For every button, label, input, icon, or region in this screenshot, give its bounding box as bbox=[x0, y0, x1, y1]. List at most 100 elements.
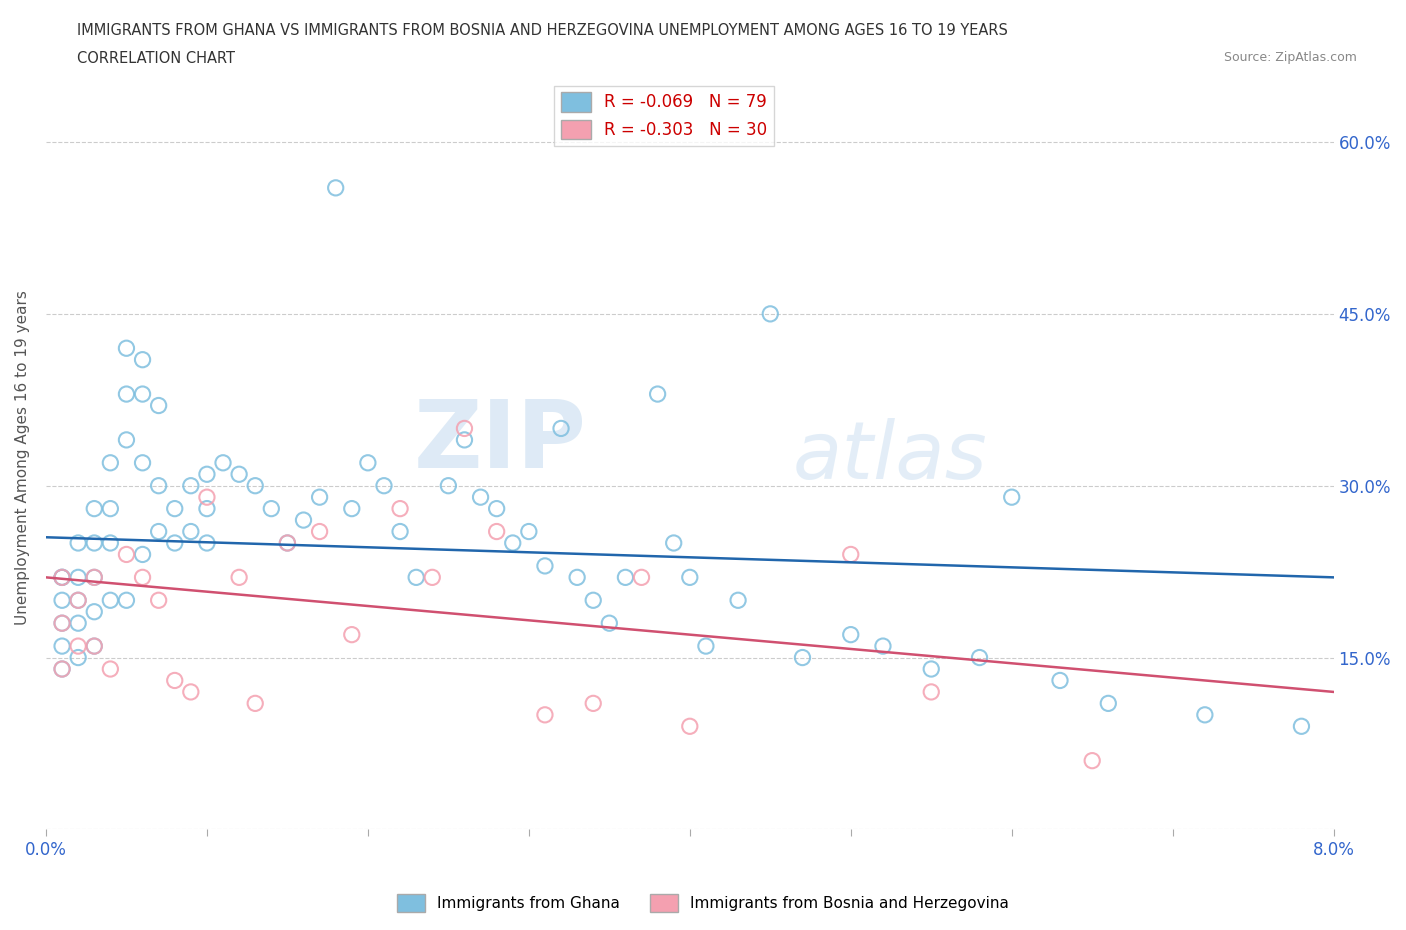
Point bbox=[115, 592, 138, 607]
Point bbox=[727, 592, 749, 607]
Point bbox=[83, 536, 105, 551]
Point bbox=[920, 661, 942, 676]
Point bbox=[67, 592, 90, 607]
Point bbox=[679, 570, 702, 585]
Point bbox=[245, 696, 267, 711]
Point bbox=[420, 570, 443, 585]
Y-axis label: Unemployment Among Ages 16 to 19 years: Unemployment Among Ages 16 to 19 years bbox=[15, 289, 30, 625]
Legend: R = -0.069   N = 79, R = -0.303   N = 30: R = -0.069 N = 79, R = -0.303 N = 30 bbox=[554, 86, 773, 146]
Point bbox=[51, 570, 73, 585]
Point bbox=[308, 525, 330, 539]
Point bbox=[83, 570, 105, 585]
Point bbox=[582, 592, 605, 607]
Point bbox=[598, 616, 620, 631]
Point bbox=[83, 501, 105, 516]
Point bbox=[180, 684, 202, 699]
Point bbox=[969, 650, 991, 665]
Point bbox=[325, 180, 347, 195]
Point bbox=[1097, 696, 1119, 711]
Point bbox=[67, 592, 90, 607]
Point bbox=[1049, 673, 1071, 688]
Point bbox=[389, 525, 412, 539]
Point bbox=[148, 525, 170, 539]
Point bbox=[228, 467, 250, 482]
Point bbox=[1001, 490, 1024, 505]
Point bbox=[98, 536, 121, 551]
Point bbox=[98, 661, 121, 676]
Point bbox=[195, 490, 218, 505]
Point bbox=[51, 616, 73, 631]
Point bbox=[83, 604, 105, 619]
Point bbox=[98, 592, 121, 607]
Point bbox=[228, 570, 250, 585]
Point bbox=[131, 352, 153, 367]
Point bbox=[759, 306, 782, 321]
Point bbox=[1194, 708, 1216, 723]
Legend: Immigrants from Ghana, Immigrants from Bosnia and Herzegovina: Immigrants from Ghana, Immigrants from B… bbox=[391, 888, 1015, 918]
Point bbox=[647, 387, 669, 402]
Point bbox=[83, 570, 105, 585]
Point bbox=[148, 398, 170, 413]
Point bbox=[565, 570, 588, 585]
Point bbox=[115, 340, 138, 355]
Point bbox=[195, 536, 218, 551]
Point bbox=[131, 547, 153, 562]
Point bbox=[453, 432, 475, 447]
Point bbox=[517, 525, 540, 539]
Point bbox=[614, 570, 637, 585]
Point bbox=[276, 536, 298, 551]
Point bbox=[792, 650, 814, 665]
Point bbox=[920, 684, 942, 699]
Point bbox=[51, 639, 73, 654]
Point bbox=[872, 639, 894, 654]
Point bbox=[195, 501, 218, 516]
Point bbox=[502, 536, 524, 551]
Point bbox=[340, 501, 363, 516]
Point bbox=[51, 570, 73, 585]
Point bbox=[437, 478, 460, 493]
Point bbox=[148, 478, 170, 493]
Point bbox=[67, 536, 90, 551]
Point bbox=[131, 570, 153, 585]
Point bbox=[67, 650, 90, 665]
Point bbox=[148, 592, 170, 607]
Point bbox=[98, 456, 121, 471]
Point bbox=[389, 501, 412, 516]
Text: ZIP: ZIP bbox=[413, 396, 586, 488]
Point bbox=[51, 616, 73, 631]
Point bbox=[485, 525, 508, 539]
Point bbox=[534, 708, 557, 723]
Point bbox=[245, 478, 267, 493]
Point bbox=[83, 639, 105, 654]
Text: atlas: atlas bbox=[793, 418, 987, 496]
Point bbox=[67, 616, 90, 631]
Point bbox=[630, 570, 652, 585]
Point bbox=[67, 570, 90, 585]
Text: IMMIGRANTS FROM GHANA VS IMMIGRANTS FROM BOSNIA AND HERZEGOVINA UNEMPLOYMENT AMO: IMMIGRANTS FROM GHANA VS IMMIGRANTS FROM… bbox=[77, 23, 1008, 38]
Point bbox=[51, 661, 73, 676]
Text: Source: ZipAtlas.com: Source: ZipAtlas.com bbox=[1223, 51, 1357, 64]
Point bbox=[340, 627, 363, 642]
Point bbox=[308, 490, 330, 505]
Point bbox=[51, 592, 73, 607]
Point bbox=[51, 570, 73, 585]
Point bbox=[662, 536, 685, 551]
Point bbox=[839, 547, 862, 562]
Text: CORRELATION CHART: CORRELATION CHART bbox=[77, 51, 235, 66]
Point bbox=[839, 627, 862, 642]
Point bbox=[115, 432, 138, 447]
Point bbox=[260, 501, 283, 516]
Point bbox=[195, 467, 218, 482]
Point bbox=[163, 673, 186, 688]
Point bbox=[550, 421, 572, 436]
Point bbox=[131, 387, 153, 402]
Point bbox=[83, 639, 105, 654]
Point bbox=[485, 501, 508, 516]
Point bbox=[163, 501, 186, 516]
Point bbox=[1291, 719, 1313, 734]
Point bbox=[695, 639, 717, 654]
Point bbox=[115, 387, 138, 402]
Point bbox=[534, 558, 557, 573]
Point bbox=[163, 536, 186, 551]
Point bbox=[276, 536, 298, 551]
